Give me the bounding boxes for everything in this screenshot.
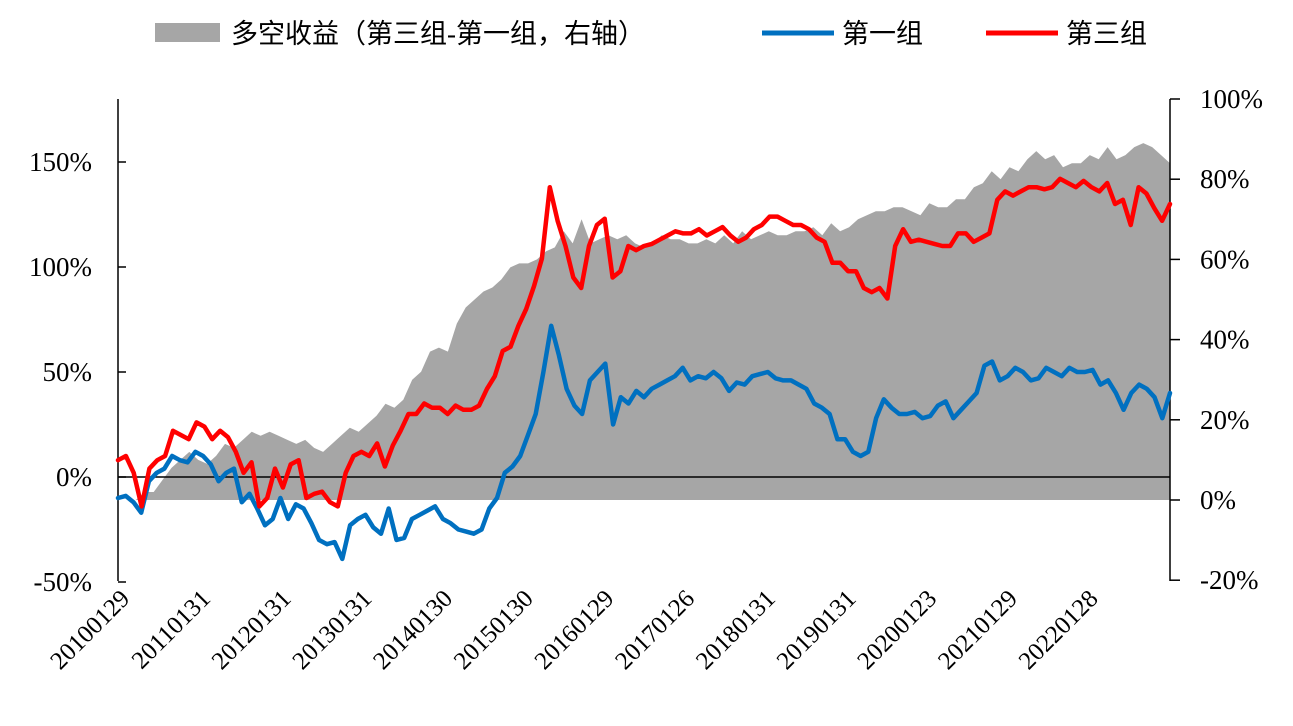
x-tick-label: 20130131 <box>288 585 378 675</box>
x-tick-label: 20140130 <box>368 585 458 675</box>
left-tick-label: 50% <box>43 357 93 387</box>
x-tick-label: 20200123 <box>852 585 942 675</box>
legend-label: 第三组 <box>1066 19 1147 49</box>
x-tick-label: 20120131 <box>207 585 297 675</box>
x-tick-label: 20210129 <box>933 585 1023 675</box>
left-tick-label: -50% <box>34 567 92 597</box>
left-tick-label: 0% <box>56 462 92 492</box>
legend-label: 第一组 <box>842 19 923 49</box>
x-tick-label: 20150130 <box>449 585 539 675</box>
right-tick-label: 20% <box>1200 405 1250 435</box>
x-tick-label: 20100129 <box>45 585 135 675</box>
axes <box>117 98 1180 583</box>
right-tick-label: 40% <box>1200 325 1250 355</box>
series-line-group-1 <box>115 323 1173 562</box>
right-tick-label: -20% <box>1200 565 1258 595</box>
x-tick-label: 20220128 <box>1014 585 1104 675</box>
left-tick-label: 100% <box>29 252 92 282</box>
x-tick-label: 20160129 <box>530 585 620 675</box>
legend: 多空收益（第三组-第一组，右轴） 第一组 第三组 <box>155 19 1147 49</box>
right-tick-label: 80% <box>1200 164 1250 194</box>
left-tick-label: 150% <box>29 147 92 177</box>
legend-label: 多空收益（第三组-第一组，右轴） <box>231 19 645 49</box>
lines-layer <box>115 176 1173 562</box>
right-tick-label: 60% <box>1200 244 1250 274</box>
right-tick-label: 0% <box>1200 485 1236 515</box>
x-tick-label: 20180131 <box>691 585 781 675</box>
x-tick-label: 20170126 <box>610 585 700 675</box>
x-tick-label: 20110131 <box>127 585 216 674</box>
right-tick-label: 100% <box>1200 84 1263 114</box>
series-line-group-3 <box>115 176 1173 509</box>
legend-swatch-area <box>155 23 220 42</box>
x-tick-label: 20190131 <box>772 585 862 675</box>
